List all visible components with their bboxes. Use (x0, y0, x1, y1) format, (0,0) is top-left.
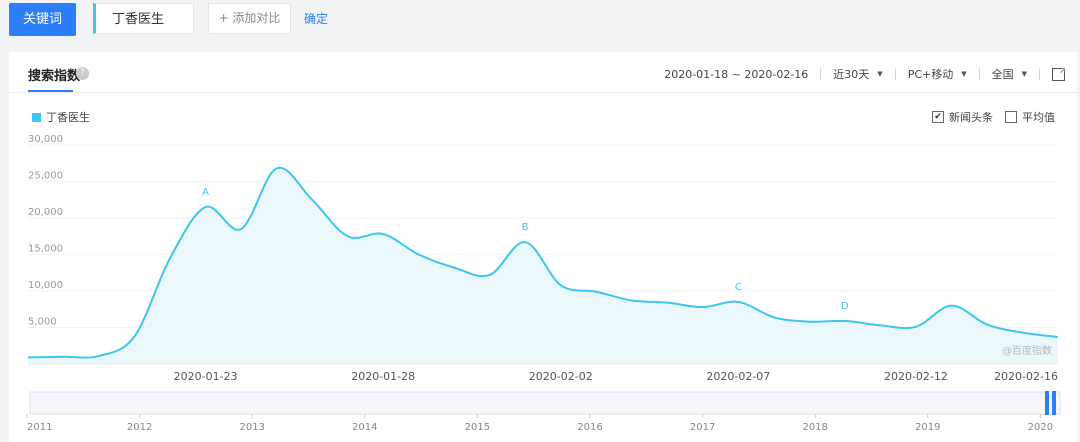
news-checkbox-label: 新闻头条 (949, 111, 993, 124)
divider (820, 68, 822, 80)
y-tick-label: 10,000 (28, 280, 63, 291)
range-selector: 2011 2012 2013 2014 2015 2016 2017 2018 2019 2020 (26, 391, 1061, 433)
y-tick-label: 25,000 (28, 171, 63, 182)
legend-swatch (32, 112, 41, 122)
range-year-label: 2019 (915, 422, 940, 433)
export-icon[interactable]: ↗ (1052, 65, 1067, 81)
series-area (28, 167, 1058, 364)
period-text: 近30天 (833, 68, 870, 81)
range-year-label: 2020 (1028, 422, 1053, 433)
divider (978, 68, 980, 80)
keyword-button[interactable]: 关键词 (9, 3, 76, 36)
legend-label: 丁香医生 (46, 111, 90, 124)
watermark: @百度指数 (1002, 344, 1052, 357)
range-year-label: 2013 (239, 422, 264, 433)
x-tick-label: 2020-01-28 (351, 370, 415, 383)
card-title[interactable]: 搜索指数 (28, 69, 81, 84)
help-icon[interactable]: ? (76, 67, 89, 80)
range-year-label: 2016 (577, 422, 602, 433)
title-underline (28, 90, 73, 92)
y-tick-label: 30,000 (28, 134, 63, 145)
range-year-label: 2018 (802, 422, 827, 433)
range-year-label: 2014 (352, 422, 377, 433)
legend-item[interactable]: 丁香医生 (32, 109, 90, 125)
annotation-layer: A B C D (202, 187, 849, 312)
device-dropdown[interactable]: PC+移动 ▼ (908, 66, 967, 82)
confirm-button[interactable]: 确定 (304, 12, 329, 26)
range-year-label: 2011 (27, 422, 52, 433)
device-text: PC+移动 (907, 68, 954, 81)
average-checkbox-label: 平均值 (1022, 111, 1055, 124)
x-tick-label: 2020-02-02 (529, 370, 593, 383)
range-year-label: 2012 (127, 422, 152, 433)
y-axis: 5,000 10,000 15,000 20,000 25,000 30,000 (28, 134, 63, 328)
range-year-label: 2015 (465, 422, 490, 433)
range-handle-right[interactable] (1052, 391, 1056, 415)
range-track (29, 391, 1061, 415)
y-tick-label: 15,000 (28, 244, 63, 255)
y-tick-label: 5,000 (28, 317, 57, 328)
x-tick-label: 2020-02-16 (994, 370, 1058, 383)
region-dropdown[interactable]: 全国 ▼ (992, 66, 1027, 82)
range-handle-left[interactable] (1045, 391, 1049, 415)
range-year-label: 2017 (690, 422, 715, 433)
x-tick-label: 2020-02-07 (706, 370, 770, 383)
annotation-marker[interactable]: A (202, 187, 209, 198)
x-axis: 2020-01-23 2020-01-28 2020-02-02 2020-02-07… (174, 370, 1058, 383)
caret-down-icon: ▼ (961, 70, 967, 78)
keyword-input[interactable]: 丁香医生 (93, 3, 194, 34)
card-header: 搜索指数 ? 2020-01-18 ~ 2020-02-16 近30天 ▼ PC+… (9, 52, 1077, 93)
area-layer (27, 166, 1059, 365)
annotation-marker[interactable]: C (735, 282, 742, 293)
news-checkbox[interactable]: ✔ 新闻头条 (932, 109, 993, 125)
caret-down-icon: ▼ (877, 70, 883, 78)
average-checkbox[interactable]: 平均值 (1005, 109, 1055, 125)
x-tick-label: 2020-01-23 (174, 370, 238, 383)
checkbox-checked-icon: ✔ (932, 111, 944, 123)
chart-options: ✔ 新闻头条 平均值 (920, 109, 1055, 125)
divider (1039, 68, 1040, 80)
top-toolbar: 关键词 丁香医生 + 添加对比 确定 (0, 0, 1080, 48)
caret-down-icon: ▼ (1021, 70, 1027, 78)
x-tick-label: 2020-02-12 (884, 370, 948, 383)
period-dropdown[interactable]: 近30天 ▼ (833, 66, 882, 82)
series-line (27, 166, 1059, 359)
region-text: 全国 (991, 68, 1014, 81)
add-compare-button[interactable]: + 添加对比 (208, 3, 291, 34)
date-range-text: 2020-01-18 ~ 2020-02-16 (664, 67, 809, 81)
date-range-picker[interactable]: 2020-01-18 ~ 2020-02-16 (664, 68, 808, 81)
filter-bar: 2020-01-18 ~ 2020-02-16 近30天 ▼ PC+移动 ▼ 全国 ▼… (664, 65, 1067, 82)
y-tick-label: 20,000 (28, 207, 63, 218)
annotation-marker[interactable]: D (841, 301, 849, 312)
divider (894, 68, 896, 80)
annotation-marker[interactable]: B (522, 222, 529, 233)
checkbox-empty-icon (1005, 111, 1017, 123)
